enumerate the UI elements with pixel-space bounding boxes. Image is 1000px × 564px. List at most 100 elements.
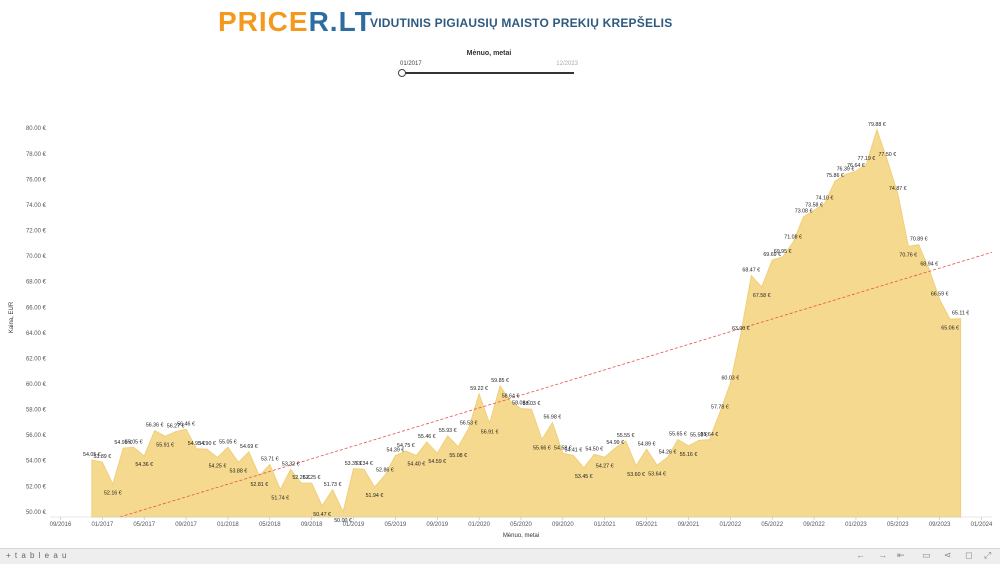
price-area	[91, 128, 962, 518]
revert-icon[interactable]: ⇤	[897, 550, 905, 560]
share-icon[interactable]: ⋖	[944, 550, 952, 560]
x-tick-label: 01/2020	[468, 522, 490, 528]
y-tick-label: 74.00 €	[26, 203, 47, 209]
x-tick-label: 09/2019	[426, 522, 448, 528]
data-label: 71.08 €	[784, 234, 802, 240]
data-label: 70.89 €	[910, 237, 928, 243]
x-tick-label: 01/2022	[719, 522, 741, 528]
filter-end-value: 12/2023	[556, 61, 578, 67]
x-tick-label: 05/2018	[259, 522, 281, 528]
data-label: 77.50 €	[878, 152, 896, 158]
data-label: 53.60 €	[627, 472, 645, 478]
data-label: 54.69 €	[240, 444, 258, 450]
x-axis-title: Mėnuo, metai	[503, 533, 539, 539]
data-label: 54.40 €	[407, 462, 425, 468]
date-range-filter[interactable]: Mėnuo, metai 01/2017 12/2023	[398, 50, 580, 80]
data-label: 53.89 €	[93, 454, 111, 460]
y-tick-label: 50.00 €	[26, 510, 47, 516]
filter-slider-track[interactable]	[402, 72, 574, 74]
data-label: 55.46 €	[418, 434, 436, 440]
x-tick-label: 05/2022	[761, 522, 783, 528]
data-label: 54.25 €	[209, 464, 227, 470]
data-label: 55.64 €	[701, 432, 719, 438]
data-label: 55.91 €	[156, 442, 174, 448]
data-label: 58.64 €	[502, 393, 520, 399]
data-label: 76.64 €	[847, 163, 865, 169]
x-tick-label: 05/2021	[636, 522, 658, 528]
comment-icon[interactable]: ◻	[965, 550, 973, 560]
dashboard-header: PRICER.LT VIDUTINIS PIGIAUSIŲ MAISTO PRE…	[0, 0, 1000, 46]
y-tick-label: 56.00 €	[26, 433, 47, 439]
data-label: 54.99 €	[114, 440, 132, 446]
data-label: 66.59 €	[931, 292, 949, 298]
y-tick-label: 68.00 €	[26, 280, 47, 286]
data-label: 53.71 €	[261, 456, 279, 462]
data-label: 74.10 €	[816, 196, 834, 202]
trend-line	[119, 251, 993, 518]
data-label: 56.36 €	[146, 423, 164, 429]
data-label: 55.59 €	[690, 432, 708, 438]
data-label: 55.05 €	[219, 439, 237, 445]
data-label: 59.85 €	[491, 378, 509, 384]
x-tick-label: 01/2017	[91, 522, 113, 528]
y-tick-label: 54.00 €	[26, 459, 47, 465]
x-tick-label: 09/2022	[803, 522, 825, 528]
data-label: 50.00 €	[334, 518, 352, 524]
y-tick-label: 66.00 €	[26, 305, 47, 311]
dashboard-title: VIDUTINIS PIGIAUSIŲ MAISTO PREKIŲ KREPŠE…	[370, 16, 673, 30]
data-label: 67.58 €	[753, 293, 771, 299]
data-label: 70.76 €	[899, 252, 917, 258]
data-label: 52.86 €	[376, 467, 394, 473]
data-label: 53.64 €	[648, 471, 666, 477]
data-label: 56.91 €	[481, 430, 499, 436]
data-label: 68.94 €	[920, 262, 938, 268]
data-label: 56.98 €	[544, 415, 562, 421]
y-tick-label: 52.00 €	[26, 484, 47, 490]
logo-part-blue: R.LT	[308, 6, 373, 37]
data-label: 65.06 €	[941, 325, 959, 331]
data-label: 54.50 €	[585, 446, 603, 452]
pricer-logo: PRICER.LT	[218, 6, 373, 38]
filter-slider-handle[interactable]	[398, 69, 406, 77]
x-tick-label: 09/2020	[552, 522, 574, 528]
data-label: 58.03 €	[523, 401, 541, 407]
data-label: 69.69 €	[763, 252, 781, 258]
data-label: 65.11 €	[952, 311, 969, 317]
data-label: 54.90 €	[198, 441, 216, 447]
data-label: 55.16 €	[680, 452, 698, 458]
data-label: 54.39 €	[387, 448, 405, 454]
undo-icon[interactable]: ←	[856, 550, 865, 560]
y-tick-label: 60.00 €	[26, 382, 47, 388]
data-label: 74.87 €	[889, 186, 907, 192]
data-label: 50.47 €	[313, 512, 331, 518]
data-label: 54.58 €	[554, 445, 572, 451]
tableau-logo: + t a b l e a u	[6, 551, 68, 560]
data-label: 53.45 €	[575, 474, 593, 480]
x-tick-label: 01/2023	[845, 522, 867, 528]
x-tick-label: 05/2017	[133, 522, 155, 528]
data-label: 52.25 €	[303, 475, 321, 481]
fullscreen-icon[interactable]: ⤢	[984, 550, 992, 560]
data-label: 76.39 €	[837, 166, 855, 172]
data-label: 79.88 €	[868, 122, 886, 128]
x-tick-label: 05/2019	[385, 522, 407, 528]
redo-icon[interactable]: →	[878, 550, 887, 560]
data-label: 54.93 €	[188, 441, 206, 447]
data-label: 58.08 €	[512, 401, 530, 407]
x-tick-label: 01/2018	[217, 522, 239, 528]
data-label: 55.66 €	[533, 446, 551, 452]
data-label: 54.36 €	[135, 462, 153, 468]
x-tick-label: 05/2023	[887, 522, 909, 528]
data-label: 51.94 €	[366, 493, 384, 499]
data-label: 53.32 €	[282, 461, 300, 467]
filter-start-value: 01/2017	[400, 61, 422, 67]
data-label: 57.78 €	[711, 404, 729, 410]
data-label: 54.99 €	[606, 440, 624, 446]
x-tick-label: 01/2024	[971, 522, 993, 528]
data-label: 75.86 €	[826, 173, 844, 179]
refresh-icon[interactable]: ▭	[922, 550, 931, 560]
x-tick-label: 09/2016	[50, 522, 72, 528]
logo-part-orange: PRICE	[218, 6, 309, 37]
data-label: 56.27 €	[167, 424, 185, 430]
x-tick-label: 09/2021	[678, 522, 700, 528]
